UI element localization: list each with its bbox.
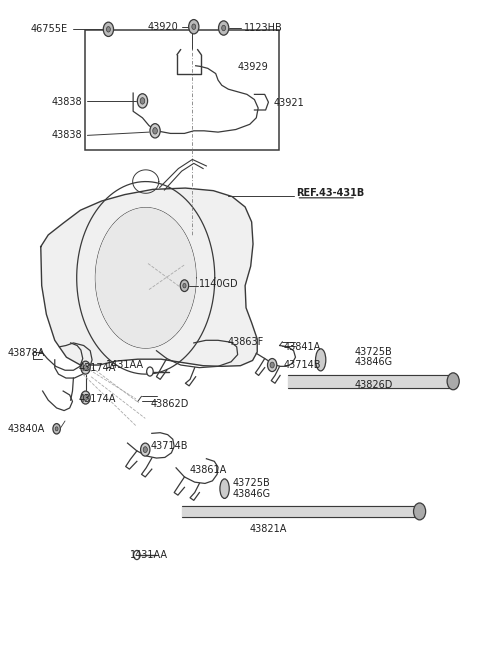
Circle shape: [53, 424, 60, 434]
Circle shape: [103, 22, 114, 37]
Circle shape: [140, 98, 145, 104]
Text: 43725B: 43725B: [233, 479, 271, 488]
Text: 43929: 43929: [238, 62, 268, 72]
Text: 1431AA: 1431AA: [107, 360, 144, 370]
Circle shape: [137, 94, 148, 108]
Text: 43174A: 43174A: [79, 363, 116, 374]
Circle shape: [192, 24, 196, 29]
Circle shape: [150, 124, 160, 138]
Circle shape: [183, 284, 186, 288]
Text: 1123HB: 1123HB: [244, 23, 282, 33]
Circle shape: [55, 427, 58, 431]
Text: 46755E: 46755E: [31, 24, 68, 35]
Text: 43846G: 43846G: [233, 489, 271, 499]
Text: 43714B: 43714B: [283, 360, 321, 370]
Text: 43861A: 43861A: [189, 466, 227, 475]
Circle shape: [84, 364, 88, 370]
Circle shape: [81, 361, 90, 374]
Ellipse shape: [220, 479, 229, 498]
Text: 43838: 43838: [51, 96, 82, 106]
Circle shape: [81, 391, 90, 404]
Text: 43920: 43920: [148, 22, 179, 32]
Circle shape: [447, 373, 459, 390]
Text: 1140GD: 1140GD: [199, 279, 239, 289]
Circle shape: [414, 503, 426, 520]
Text: 43821A: 43821A: [250, 524, 287, 534]
Text: 43846G: 43846G: [354, 357, 392, 368]
Circle shape: [133, 550, 140, 559]
Polygon shape: [41, 188, 257, 366]
Circle shape: [189, 20, 199, 34]
Text: REF.43-431B: REF.43-431B: [297, 188, 365, 198]
Circle shape: [218, 21, 229, 35]
Text: 1431AA: 1431AA: [131, 550, 168, 560]
Ellipse shape: [315, 349, 326, 371]
Circle shape: [147, 367, 153, 376]
Circle shape: [96, 207, 196, 348]
Circle shape: [141, 443, 150, 456]
Text: 43826D: 43826D: [354, 379, 393, 389]
Text: 43725B: 43725B: [354, 347, 392, 357]
Circle shape: [143, 447, 147, 452]
Text: 43714B: 43714B: [151, 441, 188, 451]
Text: 43921: 43921: [273, 98, 304, 108]
Text: 43878A: 43878A: [7, 348, 45, 359]
Circle shape: [267, 359, 277, 372]
Text: 43838: 43838: [51, 130, 82, 140]
Circle shape: [270, 362, 274, 368]
Bar: [85, 30, 279, 151]
Text: 43840A: 43840A: [7, 424, 45, 434]
Circle shape: [153, 128, 157, 134]
Circle shape: [180, 280, 189, 291]
Circle shape: [222, 25, 226, 31]
Text: 43841A: 43841A: [283, 342, 321, 352]
Text: 43174A: 43174A: [79, 394, 116, 404]
Text: 43862D: 43862D: [150, 399, 189, 409]
Text: 43863F: 43863F: [228, 336, 264, 347]
Circle shape: [84, 394, 88, 400]
Circle shape: [107, 27, 110, 32]
